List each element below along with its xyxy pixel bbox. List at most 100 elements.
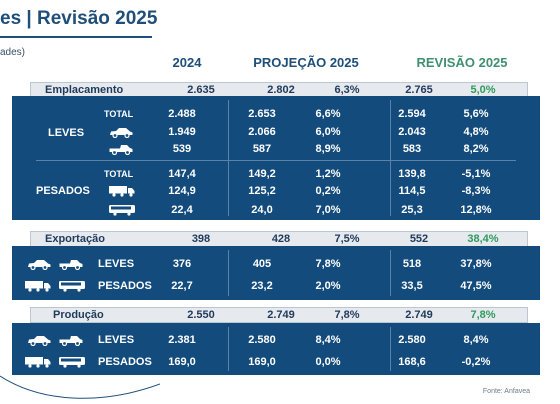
prod-pesados-proj: 169,0 [248, 356, 276, 368]
bus-icon [58, 355, 86, 373]
exp-leves-rev: 518 [402, 258, 422, 270]
prod-pesados-2024: 169,0 [168, 356, 196, 368]
exp-leves-rev-pct: 37,8% [460, 258, 492, 270]
emplacamento-rev: 2.765 [405, 84, 433, 96]
prod-leves-rev-pct: 8,4% [463, 334, 489, 346]
emplacamento-rev-pct: 5,0% [470, 84, 496, 96]
truck-icon [24, 279, 52, 297]
prod-pesados-proj-pct: 0,0% [315, 356, 341, 368]
exportacao-rev: 552 [409, 233, 429, 245]
pickup-icon [58, 257, 84, 275]
row-label-pesados: PESADOS [98, 356, 152, 368]
prod-pesados-rev-pct: -0,2% [461, 356, 491, 368]
row-label-leves: LEVES [98, 258, 135, 270]
pickup-icon [58, 333, 84, 351]
column-divider [390, 100, 391, 216]
pesados-bus-2024: 22,4 [171, 204, 193, 216]
emplacamento-summary-bar: Emplacamento 2.635 2.802 6,3% 2.765 5,0% [30, 82, 528, 98]
exp-pesados-2024: 22,7 [171, 280, 193, 292]
column-divider [228, 100, 229, 216]
truck-icon [108, 184, 136, 202]
column-divider [390, 250, 391, 296]
pesados-total-rev-pct: -5,1% [461, 168, 491, 180]
leves-car-proj-pct: 6,0% [315, 126, 341, 138]
emplacamento-2024: 2.635 [187, 84, 215, 96]
column-divider [228, 250, 229, 296]
pesados-truck-proj: 125,2 [248, 185, 276, 197]
group-label-leves: LEVES [48, 127, 85, 139]
exportacao-2024: 398 [191, 233, 211, 245]
pesados-truck-2024: 124,9 [168, 185, 196, 197]
row-label-total: TOTAL [104, 169, 134, 179]
exp-pesados-proj-pct: 2,0% [315, 280, 341, 292]
title-underline [0, 36, 152, 38]
section-label-producao: Produção [53, 309, 104, 321]
column-divider [228, 327, 229, 371]
leves-total-proj-pct: 6,6% [315, 108, 341, 120]
producao-rev: 2.749 [405, 309, 433, 321]
exportacao-detail-block: LEVES PESADOS 376 405 7,8% 518 37,8% 22,… [12, 246, 540, 300]
pesados-truck-rev: 114,5 [398, 185, 426, 197]
emplacamento-proj-pct: 6,3% [334, 84, 360, 96]
leves-pickup-proj-pct: 8,9% [315, 143, 341, 155]
pesados-bus-proj-pct: 7,0% [315, 204, 341, 216]
source-note: Fonte: Anfavea [482, 388, 530, 395]
emplacamento-proj: 2.802 [267, 84, 295, 96]
leves-total-2024: 2.488 [168, 108, 196, 120]
exp-leves-proj-pct: 7,8% [315, 258, 341, 270]
pesados-total-2024: 147,4 [168, 168, 196, 180]
exp-pesados-rev: 33,5 [401, 280, 423, 292]
bus-icon [108, 203, 136, 221]
row-label-total: TOTAL [104, 109, 134, 119]
leves-car-proj: 2.066 [248, 126, 276, 138]
car-icon [26, 333, 52, 351]
car-icon [26, 257, 52, 275]
car-icon [108, 125, 134, 143]
group-label-pesados: PESADOS [36, 185, 90, 197]
producao-rev-pct: 7,8% [470, 309, 496, 321]
producao-2024: 2.550 [187, 309, 215, 321]
leves-car-2024: 1.949 [168, 126, 196, 138]
leves-pickup-proj: 587 [252, 143, 272, 155]
page-subtitle: ades) [0, 47, 26, 58]
page-title: es | Revisão 2025 [0, 8, 158, 29]
leves-car-rev-pct: 4,8% [463, 126, 489, 138]
column-header-2024: 2024 [172, 55, 202, 70]
pesados-total-proj-pct: 1,2% [315, 168, 341, 180]
prod-leves-rev: 2.580 [398, 334, 426, 346]
pesados-bus-rev: 25,3 [401, 204, 423, 216]
leves-pickup-rev-pct: 8,2% [463, 143, 489, 155]
truck-icon [24, 355, 52, 373]
exp-leves-proj: 405 [252, 258, 272, 270]
leves-total-rev-pct: 5,6% [463, 108, 489, 120]
producao-summary-bar: Produção 2.550 2.749 7,8% 2.749 7,8% [30, 307, 528, 323]
producao-detail-block: LEVES PESADOS 2.381 2.580 8,4% 2.580 8,4… [12, 323, 540, 375]
exp-pesados-rev-pct: 47,5% [460, 280, 492, 292]
emplacamento-detail-block: LEVES TOTAL 2.488 2.653 6,6% 2.594 5,6% … [12, 96, 540, 220]
pesados-truck-proj-pct: 0,2% [315, 185, 341, 197]
pesados-bus-rev-pct: 12,8% [460, 204, 492, 216]
prod-leves-proj-pct: 8,4% [315, 334, 341, 346]
decorative-curve [0, 375, 160, 399]
exp-pesados-proj: 23,2 [251, 280, 273, 292]
leves-total-rev: 2.594 [398, 108, 426, 120]
bus-icon [58, 279, 86, 297]
prod-pesados-rev: 168,6 [398, 356, 426, 368]
exportacao-summary-bar: Exportação 398 428 7,5% 552 38,4% [30, 231, 528, 247]
pesados-total-rev: 139,8 [398, 168, 426, 180]
exportacao-rev-pct: 38,4% [467, 233, 499, 245]
producao-proj-pct: 7,8% [334, 309, 360, 321]
leves-total-proj: 2.653 [248, 108, 276, 120]
prod-leves-2024: 2.381 [168, 334, 196, 346]
pesados-truck-rev-pct: -8,3% [461, 185, 491, 197]
group-divider [36, 160, 516, 161]
producao-proj: 2.749 [267, 309, 295, 321]
section-label-emplacamento: Emplacamento [45, 84, 124, 96]
pesados-bus-proj: 24,0 [251, 204, 273, 216]
column-header-projecao: PROJEÇÃO 2025 [253, 55, 359, 70]
prod-leves-proj: 2.580 [248, 334, 276, 346]
exportacao-proj-pct: 7,5% [334, 233, 360, 245]
leves-pickup-rev: 583 [402, 143, 422, 155]
row-label-leves: LEVES [98, 334, 135, 346]
pesados-total-proj: 149,2 [248, 168, 276, 180]
